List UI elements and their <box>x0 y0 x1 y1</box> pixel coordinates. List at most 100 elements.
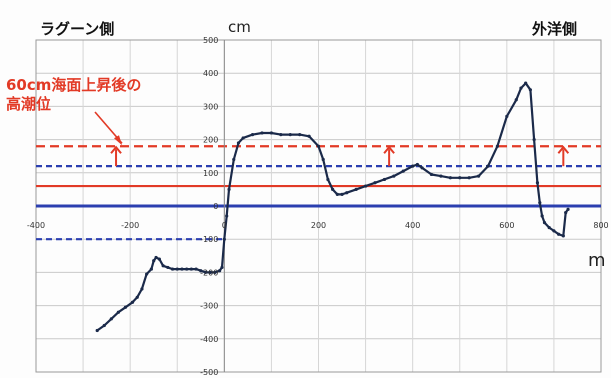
rise-arrow-head <box>110 145 122 154</box>
profile-point <box>175 267 179 271</box>
profile-point <box>495 144 500 148</box>
profile-point <box>307 134 311 138</box>
profile-point <box>401 169 405 173</box>
profile-point <box>561 234 565 238</box>
profile-point <box>566 207 570 211</box>
profile-point <box>116 310 120 314</box>
y-tick-label: -300 <box>200 302 218 311</box>
x-tick-label: 200 <box>311 221 326 230</box>
profile-point <box>373 181 377 185</box>
profile-point <box>538 201 542 205</box>
profile-point <box>241 136 245 140</box>
y-tick-label: 200 <box>203 136 218 145</box>
y-tick-label: 0 <box>213 202 218 211</box>
profile-point <box>519 86 523 90</box>
profile-point <box>218 269 222 273</box>
profile-point <box>476 174 481 178</box>
y-tick-label: -400 <box>200 335 218 344</box>
profile-point <box>130 300 135 304</box>
profile-point <box>429 172 434 177</box>
profile-point <box>199 269 203 273</box>
x-tick-label: 0 <box>222 221 227 230</box>
profile-point <box>260 131 264 135</box>
x-unit-label: m <box>588 250 606 271</box>
series <box>95 81 570 333</box>
profile-point <box>439 174 443 178</box>
profile-point <box>208 270 212 274</box>
profile-point <box>316 144 321 148</box>
x-tick-label: 800 <box>593 221 608 230</box>
profile-point <box>345 191 349 195</box>
profile-point <box>250 133 255 137</box>
profile-point <box>392 174 396 178</box>
profile-point <box>185 267 189 271</box>
profile-point <box>288 133 292 137</box>
profile-point <box>552 229 556 233</box>
ocean-side-label: 外洋側 <box>532 20 578 38</box>
profile-point <box>547 225 551 230</box>
x-tick-label: -200 <box>121 221 139 230</box>
profile-point <box>109 317 113 321</box>
profile-point <box>149 267 153 271</box>
tick-labels: -500 -400 -300 -200 -100 0 100 200 300 400 500 -400… <box>27 36 609 377</box>
y-tick-label: -500 <box>200 368 218 377</box>
profile-point <box>157 257 161 261</box>
profile-point <box>535 181 540 185</box>
profile-point <box>220 265 224 270</box>
profile-point <box>232 157 236 162</box>
profile-point <box>340 192 344 196</box>
profile-point <box>152 259 156 263</box>
annotation-label: 60cm海面上昇後の 高潮位 <box>6 76 142 113</box>
profile-point <box>467 176 471 180</box>
profile-point <box>269 131 274 135</box>
profile-point <box>524 81 528 85</box>
profile-point <box>411 164 415 168</box>
profile-point <box>170 267 175 271</box>
y-tick-label: -100 <box>200 235 218 244</box>
profile-point <box>95 328 99 333</box>
profile-point <box>542 221 547 225</box>
y-tick-label: 400 <box>203 69 218 78</box>
y-unit-label: cm <box>228 18 251 36</box>
x-tick-label: 600 <box>499 221 514 230</box>
rise-arrow-head <box>557 145 570 154</box>
profile-point <box>161 264 165 268</box>
profile-point <box>331 187 335 191</box>
profile-point <box>225 214 229 218</box>
profile-point <box>154 255 158 260</box>
profile-point <box>145 272 149 276</box>
callout-arrowhead <box>114 135 122 146</box>
profile-point <box>102 323 106 328</box>
profile-point <box>123 305 128 309</box>
rise-arrow-head <box>383 145 395 154</box>
profile-point <box>363 184 368 188</box>
y-tick-label: 300 <box>203 102 218 111</box>
profile-point <box>505 114 509 118</box>
profile-point <box>528 88 532 92</box>
profile-point <box>298 133 302 137</box>
profile-point <box>140 287 144 291</box>
profile-point <box>415 162 419 167</box>
lagoon-side-label: ラグーン側 <box>40 20 115 38</box>
profile-point <box>166 265 170 270</box>
profile-point <box>532 138 536 142</box>
profile-point <box>326 177 330 182</box>
profile-point <box>222 237 226 241</box>
profile-point <box>213 270 217 274</box>
profile-point <box>180 267 184 271</box>
y-tick-label: 100 <box>203 169 218 178</box>
profile-point <box>557 232 561 236</box>
x-tick-label: 400 <box>405 221 420 230</box>
y-tick-label: 500 <box>203 36 218 45</box>
profile-point <box>420 166 424 170</box>
profile-point <box>486 164 490 168</box>
profile-point <box>354 187 358 191</box>
profile-point <box>335 192 339 196</box>
profile-point <box>279 133 283 137</box>
profile-point <box>382 177 387 182</box>
profile-point <box>564 211 568 215</box>
arrows <box>94 111 570 167</box>
x-tick-label: -400 <box>27 221 45 230</box>
profile-point <box>203 270 208 274</box>
